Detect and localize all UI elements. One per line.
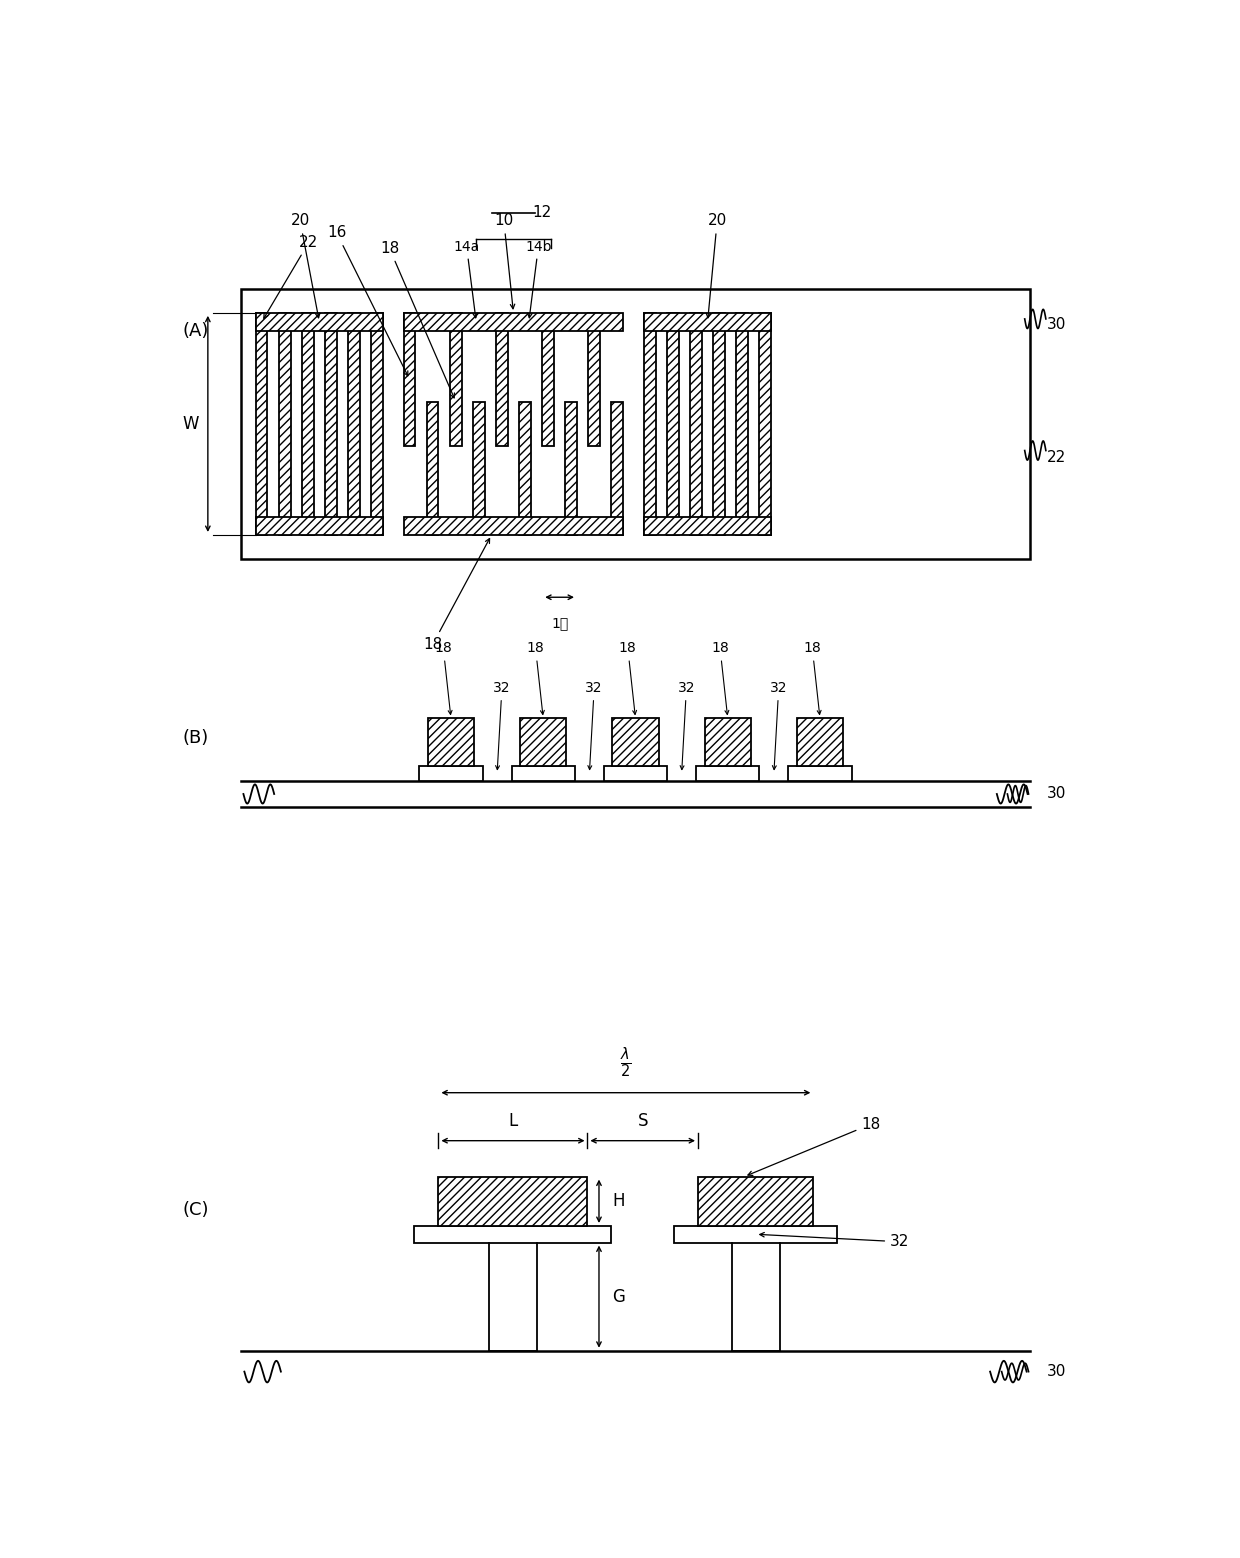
Bar — [797, 718, 843, 767]
Bar — [611, 402, 622, 534]
Text: 22: 22 — [264, 235, 319, 318]
Bar — [404, 313, 415, 446]
Text: 32: 32 — [678, 681, 696, 770]
Bar — [419, 767, 482, 781]
Bar — [520, 402, 531, 534]
Text: 1対: 1対 — [551, 617, 568, 631]
Bar — [404, 517, 622, 534]
Bar — [675, 1226, 837, 1243]
Bar — [450, 313, 461, 446]
Text: 16: 16 — [327, 226, 408, 375]
Bar — [279, 313, 290, 534]
Text: 32: 32 — [760, 1232, 909, 1250]
Bar — [521, 718, 567, 767]
Bar — [691, 313, 702, 534]
Bar — [789, 767, 852, 781]
Text: 32: 32 — [770, 681, 787, 770]
Text: 30: 30 — [1047, 1365, 1066, 1379]
Bar — [542, 313, 554, 446]
Bar — [496, 313, 507, 446]
Bar — [303, 313, 314, 534]
Text: 12: 12 — [533, 206, 552, 220]
Bar — [255, 517, 383, 534]
Text: 30: 30 — [1047, 787, 1066, 801]
Bar — [439, 1176, 588, 1226]
Text: (A): (A) — [182, 323, 208, 340]
Bar — [704, 718, 751, 767]
Text: (B): (B) — [182, 729, 208, 746]
Text: 18: 18 — [379, 241, 454, 397]
Text: 18: 18 — [434, 642, 453, 715]
Bar — [696, 767, 759, 781]
Bar — [414, 1226, 611, 1243]
Bar — [698, 1176, 813, 1226]
Text: 32: 32 — [494, 681, 511, 770]
Bar — [255, 313, 383, 330]
Text: L: L — [508, 1112, 517, 1131]
Bar — [613, 718, 658, 767]
Bar — [589, 313, 600, 446]
Text: 14b: 14b — [526, 240, 552, 318]
Bar — [512, 767, 575, 781]
Bar — [325, 313, 336, 534]
Bar — [474, 402, 485, 534]
Bar — [404, 313, 622, 330]
Text: 10: 10 — [495, 213, 515, 308]
Text: 20: 20 — [290, 213, 320, 318]
Text: 30: 30 — [1047, 318, 1066, 332]
Bar — [427, 402, 439, 534]
Text: W: W — [182, 414, 198, 433]
Text: 32: 32 — [585, 681, 603, 770]
Bar — [565, 402, 577, 534]
Bar — [759, 313, 771, 534]
Bar — [604, 767, 667, 781]
Bar — [644, 313, 656, 534]
Text: S: S — [637, 1112, 649, 1131]
Bar — [737, 313, 748, 534]
Text: G: G — [611, 1287, 625, 1306]
Bar — [348, 313, 360, 534]
Text: 18: 18 — [748, 1117, 880, 1175]
Text: 18: 18 — [423, 539, 490, 651]
Text: 18: 18 — [804, 642, 821, 715]
Text: 18: 18 — [712, 642, 729, 715]
Bar — [644, 517, 771, 534]
Bar — [428, 718, 474, 767]
Text: H: H — [613, 1192, 625, 1211]
Bar — [644, 313, 771, 330]
Text: $\frac{\lambda}{2}$: $\frac{\lambda}{2}$ — [620, 1045, 632, 1080]
Bar — [371, 313, 383, 534]
Bar — [713, 313, 725, 534]
Bar — [255, 313, 268, 534]
Text: (C): (C) — [182, 1201, 208, 1218]
Bar — [667, 313, 678, 534]
Text: 22: 22 — [1047, 450, 1066, 464]
Text: 14a: 14a — [454, 240, 480, 318]
Text: 18: 18 — [527, 642, 544, 715]
Text: 18: 18 — [619, 642, 636, 715]
Bar — [242, 288, 1029, 559]
Text: 20: 20 — [706, 213, 727, 318]
